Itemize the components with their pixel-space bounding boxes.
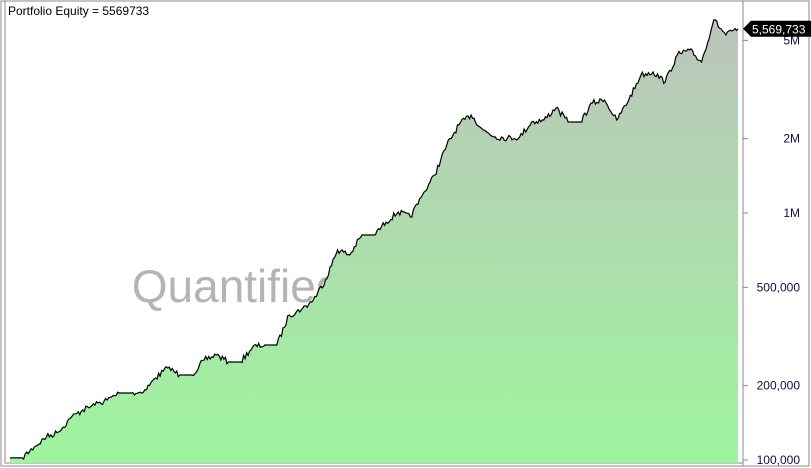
y-tick-label: 1M (783, 206, 800, 220)
last-value-tag: 5,569,733 (743, 20, 811, 37)
y-tick-label: 2M (783, 132, 800, 146)
chart-title: Portfolio Equity = 5569733 (8, 4, 149, 18)
y-tick-label: 200,000 (757, 379, 801, 393)
last-value-label: 5,569,733 (752, 22, 806, 36)
equity-line (10, 19, 739, 460)
y-tick-label: 5M (783, 33, 800, 47)
y-tick-label: 500,000 (757, 280, 801, 294)
y-tick-label: 100,000 (757, 453, 801, 467)
equity-area (10, 19, 738, 464)
